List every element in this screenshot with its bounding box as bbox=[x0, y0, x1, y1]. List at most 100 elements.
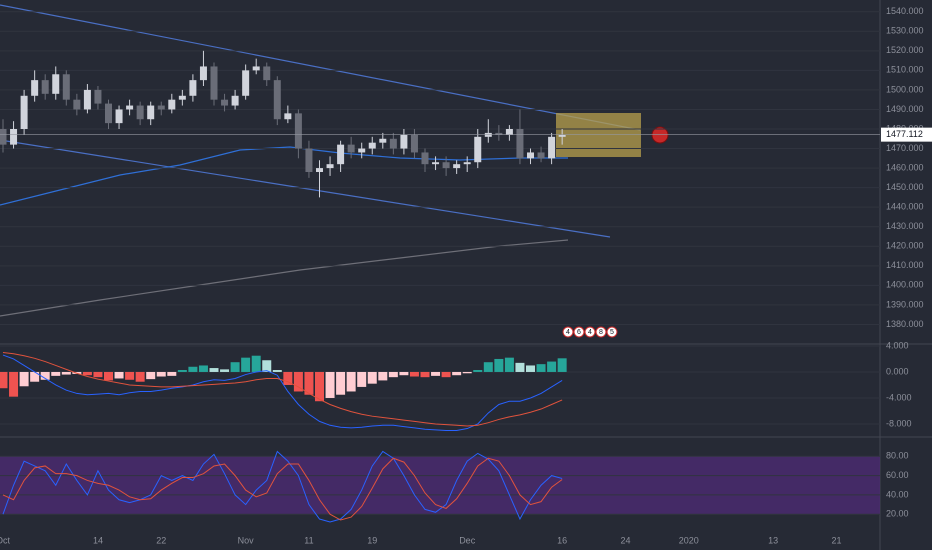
histogram-bar bbox=[325, 371, 335, 398]
y-tick-label: 0.000 bbox=[886, 366, 909, 376]
y-tick-label: 40.00 bbox=[886, 489, 909, 499]
candle-body bbox=[548, 136, 556, 159]
candle-body bbox=[410, 134, 418, 153]
candle-body bbox=[347, 144, 355, 153]
event-label: 6 bbox=[577, 329, 581, 336]
histogram-bar bbox=[19, 371, 29, 387]
histogram-bar bbox=[526, 365, 535, 372]
y-tick-label: 4.000 bbox=[886, 340, 909, 350]
candle-body bbox=[242, 70, 250, 96]
y-tick-label: 1390.000 bbox=[886, 299, 924, 309]
indicator-line bbox=[2, 450, 563, 523]
histogram-bar bbox=[0, 371, 8, 389]
candle-body bbox=[189, 80, 197, 96]
histogram-bar bbox=[283, 371, 293, 385]
y-tick-label: 1520.000 bbox=[886, 45, 924, 55]
histogram-bar bbox=[315, 371, 324, 402]
histogram-bar bbox=[104, 371, 113, 381]
candle-body bbox=[505, 129, 513, 135]
histogram-bar bbox=[483, 362, 493, 372]
x-tick-label: Oct bbox=[0, 535, 10, 545]
x-tick-label: 14 bbox=[93, 535, 103, 545]
candle-body bbox=[0, 129, 7, 145]
histogram-bar bbox=[198, 365, 208, 372]
histogram-bar bbox=[220, 369, 230, 372]
candle-body bbox=[442, 162, 450, 169]
candle-body bbox=[157, 105, 165, 110]
stoch-band bbox=[0, 456, 880, 515]
y-tick-label: 60.00 bbox=[886, 470, 909, 480]
candle-body bbox=[474, 136, 482, 163]
candle-body bbox=[379, 138, 387, 143]
histogram-bar bbox=[473, 370, 483, 372]
x-tick-label: 13 bbox=[768, 535, 778, 545]
histogram-bar bbox=[420, 371, 430, 378]
histogram-bar bbox=[30, 371, 40, 382]
x-tick-label: 21 bbox=[831, 535, 841, 545]
histogram-bar bbox=[367, 371, 377, 384]
candle-body bbox=[316, 168, 323, 172]
y-tick-label: 1380.000 bbox=[886, 319, 924, 329]
event-label: 4 bbox=[566, 329, 570, 336]
candle-body bbox=[252, 66, 260, 71]
candle-body bbox=[463, 162, 471, 165]
y-tick-label: 1540.000 bbox=[886, 6, 924, 16]
histogram-bar bbox=[9, 371, 19, 397]
histogram-bar bbox=[40, 371, 50, 380]
candle-body bbox=[263, 66, 271, 81]
indicator-line bbox=[2, 354, 563, 431]
candle-body bbox=[326, 164, 334, 169]
candle-body bbox=[126, 105, 134, 110]
indicator-line bbox=[2, 457, 563, 521]
histogram-bar bbox=[441, 371, 451, 378]
candle-body bbox=[516, 129, 524, 159]
y-tick-label: 1400.000 bbox=[886, 280, 924, 290]
histogram-bar bbox=[357, 371, 367, 387]
event-marker bbox=[573, 326, 585, 338]
histogram-bar bbox=[409, 371, 419, 377]
candle-body bbox=[537, 152, 545, 159]
histogram-bar bbox=[304, 371, 314, 395]
y-tick-label: 1470.000 bbox=[886, 143, 924, 153]
last-price-tag bbox=[881, 127, 932, 142]
histogram-bar bbox=[125, 371, 135, 380]
x-tick-label: Nov bbox=[238, 535, 255, 545]
candle-body bbox=[94, 89, 102, 104]
x-tick-label: Dec bbox=[459, 535, 476, 545]
candle-body bbox=[73, 99, 81, 110]
histogram-bar bbox=[536, 364, 546, 372]
y-tick-label: 1440.000 bbox=[886, 202, 924, 212]
histogram-bar bbox=[431, 371, 441, 376]
histogram-bar bbox=[156, 371, 166, 377]
histogram-bar bbox=[146, 371, 156, 380]
x-tick-label: 22 bbox=[156, 535, 166, 545]
candle-body bbox=[368, 142, 376, 149]
candle-body bbox=[453, 164, 461, 169]
y-tick-label: 1530.000 bbox=[886, 26, 924, 36]
histogram-bar bbox=[135, 371, 145, 382]
event-label: 8 bbox=[599, 329, 603, 336]
x-tick-label: 16 bbox=[557, 535, 567, 545]
plot: 1540.000 1530.000 1520.000 1510.000 1500.000… bbox=[0, 6, 932, 545]
alert-icon[interactable] bbox=[651, 126, 669, 144]
x-tick-label: 24 bbox=[620, 535, 630, 545]
histogram-bar bbox=[177, 370, 187, 372]
histogram-bar bbox=[557, 358, 567, 372]
histogram-bar bbox=[230, 362, 240, 372]
zone-box bbox=[556, 113, 641, 157]
histogram-bar bbox=[346, 371, 356, 392]
candle-body bbox=[558, 134, 566, 137]
histogram-bar bbox=[399, 371, 409, 376]
candle-body bbox=[52, 74, 60, 94]
candle-body bbox=[41, 80, 49, 94]
histogram-bar bbox=[262, 360, 272, 372]
x-tick-label: 19 bbox=[367, 535, 377, 545]
event-marker bbox=[595, 326, 607, 338]
candle-body bbox=[305, 148, 313, 172]
candle-body bbox=[83, 89, 91, 110]
candle-body bbox=[221, 99, 229, 106]
indicator-line bbox=[2, 351, 563, 427]
histogram-bar bbox=[547, 361, 557, 372]
